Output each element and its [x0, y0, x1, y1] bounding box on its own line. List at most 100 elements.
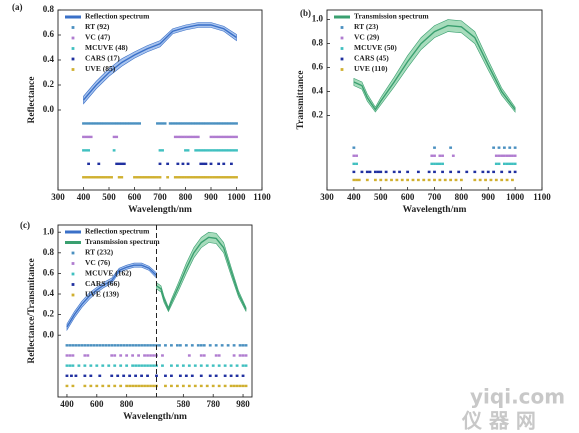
selected-wavelength	[184, 176, 187, 179]
selected-wavelength	[87, 176, 90, 179]
selected-wavelength	[511, 154, 514, 157]
y-tick-label: 0.4	[43, 288, 55, 298]
selected-wavelength	[152, 384, 155, 388]
selected-wavelength	[140, 344, 143, 347]
selected-wavelength	[186, 149, 190, 152]
selected-wavelength	[187, 364, 191, 367]
selected-wavelength	[122, 374, 126, 377]
selected-wavelength	[244, 384, 248, 388]
selected-wavelength	[175, 344, 179, 347]
selected-wavelength	[181, 364, 185, 367]
selected-wavelength	[244, 354, 248, 357]
selected-wavelength	[212, 149, 215, 152]
selected-wavelength	[97, 162, 101, 166]
legend-label: Transmission spectrum	[354, 12, 429, 21]
selected-wavelength	[115, 122, 119, 125]
selected-wavelength	[140, 374, 143, 377]
selected-wavelength	[68, 344, 72, 347]
selected-wavelength	[438, 178, 442, 182]
selected-wavelength	[241, 384, 245, 388]
selected-wavelength	[94, 176, 98, 179]
selected-wavelength	[502, 154, 506, 157]
selected-wavelength	[119, 344, 123, 347]
selected-wavelength	[140, 176, 144, 179]
legend-marker	[340, 47, 344, 50]
y-tick-label: 0.0	[43, 329, 55, 339]
selected-wavelength	[113, 384, 117, 388]
y-tick-label: 0.6	[312, 62, 324, 72]
selected-wavelength	[168, 122, 172, 125]
selected-wavelength	[196, 122, 200, 125]
selected-wavelength	[158, 344, 161, 347]
selected-wavelength	[82, 149, 85, 152]
selected-wavelength	[71, 354, 75, 357]
selected-wavelength	[217, 364, 221, 367]
selected-wavelength	[427, 178, 431, 182]
selected-wavelength	[98, 374, 102, 377]
selected-wavelength	[194, 135, 198, 139]
selected-wavelength	[390, 178, 393, 182]
selected-wavelength	[191, 135, 195, 139]
selected-wavelength	[149, 354, 152, 357]
selected-wavelength	[217, 354, 221, 357]
x-axis-label: Wavelength/nm	[128, 205, 192, 215]
selected-wavelength	[184, 149, 187, 152]
selected-wavelength	[214, 122, 218, 125]
selected-wavelength	[71, 344, 75, 347]
selected-wavelength	[102, 176, 106, 179]
selected-wavelength	[119, 354, 123, 357]
selected-wavelength	[101, 364, 105, 367]
selected-wavelength	[176, 122, 180, 125]
selected-wavelength	[208, 374, 212, 377]
selected-wavelength	[137, 354, 140, 357]
selected-wavelength	[94, 122, 98, 125]
selected-wavelength	[241, 354, 245, 357]
x-tick-label: 1000	[506, 192, 525, 202]
selected-wavelength	[137, 384, 140, 388]
spectrum-band	[83, 22, 237, 105]
selected-wavelength	[107, 122, 111, 125]
selected-wavelength	[244, 364, 248, 367]
selected-wavelength	[202, 344, 206, 347]
selected-wavelength	[176, 135, 180, 139]
selected-wavelength	[232, 149, 236, 152]
selected-wavelength	[128, 384, 132, 388]
selected-wavelength	[87, 162, 90, 166]
selected-wavelength	[194, 149, 198, 152]
selected-wavelength	[71, 384, 75, 388]
legend-marker	[340, 26, 344, 29]
selected-wavelength	[355, 178, 358, 182]
selected-wavelength	[150, 176, 154, 179]
selected-wavelength	[173, 122, 177, 125]
selected-wavelength	[146, 374, 149, 377]
x-tick-label: 780	[206, 399, 220, 409]
selected-wavelength	[83, 354, 87, 357]
selected-wavelength	[98, 344, 102, 347]
selected-wavelength	[199, 344, 203, 347]
legend-marker	[71, 272, 75, 276]
selected-wavelength	[82, 176, 85, 179]
x-tick-label: 800	[120, 399, 134, 409]
selected-wavelength	[86, 344, 90, 347]
selected-wavelength	[513, 146, 517, 149]
legend-label: VC (47)	[85, 33, 111, 42]
spectrum-line	[66, 264, 157, 328]
selected-wavelength	[219, 149, 223, 152]
selected-wavelength	[191, 122, 195, 125]
legend-marker	[71, 36, 75, 40]
legend-label: VC (76)	[85, 258, 111, 267]
selected-wavelength	[438, 154, 442, 157]
plot-frame	[326, 9, 543, 191]
selected-wavelength	[163, 122, 167, 125]
selected-wavelength	[143, 344, 146, 347]
selected-wavelength	[513, 154, 517, 157]
selected-wavelength	[89, 364, 93, 367]
selected-wavelength	[178, 344, 182, 347]
selected-wavelength	[238, 344, 242, 347]
selected-wavelength	[238, 384, 242, 388]
selected-wavelength	[101, 384, 105, 388]
selected-wavelength	[232, 354, 236, 357]
selected-wavelength	[481, 170, 485, 174]
y-tick-label: 0.2	[43, 79, 55, 89]
selected-wavelength	[128, 122, 131, 125]
